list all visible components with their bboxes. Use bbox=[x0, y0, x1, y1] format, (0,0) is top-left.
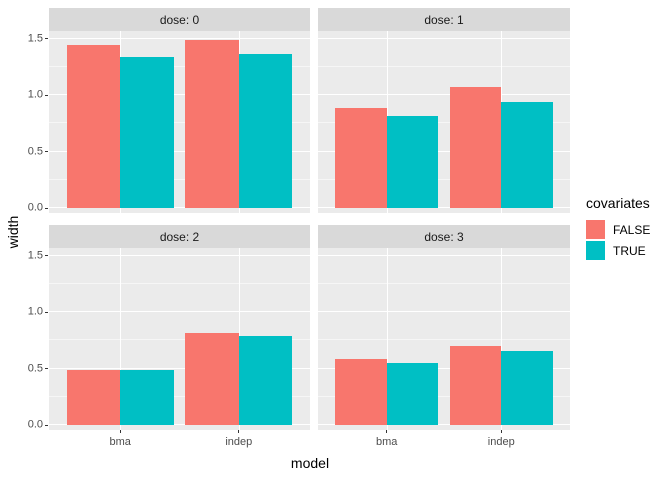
gridline-minor bbox=[49, 66, 310, 68]
y-tick-mark bbox=[45, 255, 48, 257]
y-tick-mark bbox=[45, 311, 48, 313]
gridline-major bbox=[318, 254, 570, 256]
legend-entry: FALSE bbox=[586, 220, 650, 239]
gridline-major bbox=[49, 207, 310, 208]
legend-entries: FALSE TRUE bbox=[586, 220, 650, 260]
gridline-major bbox=[49, 150, 310, 152]
y-tick-label: 0.5 bbox=[27, 362, 43, 375]
bar-true-bma bbox=[120, 57, 174, 208]
legend-entry: TRUE bbox=[586, 241, 650, 260]
bar-false-bma bbox=[335, 359, 387, 425]
y-tick-label: 1.0 bbox=[27, 305, 43, 318]
x-axis-title: model bbox=[290, 455, 330, 471]
x-tick-mark bbox=[500, 430, 502, 433]
legend-label: FALSE bbox=[613, 222, 651, 237]
x-tick-label: indep bbox=[487, 436, 515, 448]
legend-swatch-false bbox=[586, 220, 605, 239]
bar-true-bma bbox=[386, 116, 439, 208]
gridline-major bbox=[49, 424, 310, 425]
y-tick-mark bbox=[45, 38, 48, 40]
gridline-vertical bbox=[386, 248, 388, 430]
y-tick-label: 0.0 bbox=[27, 418, 43, 431]
y-axis-title: width bbox=[5, 215, 21, 249]
gridline-minor bbox=[318, 339, 570, 341]
bar-false-indep bbox=[449, 346, 502, 425]
gridline-major bbox=[318, 367, 570, 369]
y-tick-mark bbox=[45, 94, 48, 96]
gridline-major bbox=[318, 150, 570, 152]
gridline-minor bbox=[318, 122, 570, 124]
facet-panel bbox=[318, 248, 570, 430]
gridline-minor bbox=[318, 395, 570, 397]
y-tick-mark bbox=[45, 368, 48, 370]
y-tick-label: 1.5 bbox=[27, 32, 43, 45]
gridline-major bbox=[49, 311, 310, 313]
bar-true-indep bbox=[238, 54, 293, 208]
y-tick-label: 0.5 bbox=[27, 145, 43, 158]
facet-strip: dose: 1 bbox=[318, 8, 570, 31]
facet-strip: dose: 2 bbox=[49, 225, 310, 248]
gridline-major bbox=[318, 311, 570, 313]
bar-false-bma bbox=[335, 108, 387, 208]
gridline-major bbox=[49, 367, 310, 369]
gridline-minor bbox=[318, 283, 570, 285]
y-tick-mark bbox=[45, 207, 48, 209]
legend-swatch-true bbox=[586, 241, 605, 260]
y-tick-mark bbox=[45, 151, 48, 153]
gridline-minor bbox=[49, 122, 310, 124]
y-tick-label: 1.0 bbox=[27, 88, 43, 101]
bar-true-indep bbox=[238, 336, 293, 425]
gridline-vertical bbox=[501, 248, 503, 430]
y-tick-label: 0.0 bbox=[27, 201, 43, 214]
gridline-major bbox=[318, 94, 570, 96]
x-tick-mark bbox=[119, 430, 121, 433]
x-tick-label: bma bbox=[109, 436, 131, 448]
gridline-minor bbox=[49, 395, 310, 397]
bar-false-indep bbox=[449, 87, 502, 208]
bar-false-indep bbox=[185, 333, 239, 425]
gridline-major bbox=[49, 254, 310, 256]
facet-panel bbox=[49, 248, 310, 430]
bar-false-indep bbox=[185, 40, 239, 208]
y-tick-mark bbox=[45, 424, 48, 426]
gridline-minor bbox=[318, 66, 570, 68]
legend-title: covariates bbox=[586, 195, 650, 211]
facet-strip: dose: 3 bbox=[318, 225, 570, 248]
gridline-minor bbox=[318, 178, 570, 180]
bar-true-indep bbox=[501, 102, 553, 208]
x-tick-label: indep bbox=[225, 436, 253, 448]
gridline-major bbox=[318, 207, 570, 208]
legend-label: TRUE bbox=[613, 243, 646, 258]
gridline-vertical bbox=[120, 248, 122, 430]
gridline-minor bbox=[49, 339, 310, 341]
gridline-minor bbox=[49, 178, 310, 180]
facet-strip: dose: 0 bbox=[49, 8, 310, 31]
gridline-major bbox=[318, 424, 570, 425]
bar-true-bma bbox=[120, 370, 174, 425]
bar-false-bma bbox=[66, 370, 121, 425]
y-tick-label: 1.5 bbox=[27, 249, 43, 262]
bar-true-indep bbox=[501, 351, 553, 425]
x-tick-label: bma bbox=[376, 436, 398, 448]
bar-true-bma bbox=[386, 363, 439, 425]
gridline-major bbox=[49, 94, 310, 96]
gridline-major bbox=[49, 37, 310, 39]
facet-panel bbox=[318, 31, 570, 213]
bar-false-bma bbox=[66, 45, 121, 208]
x-tick-mark bbox=[386, 430, 388, 433]
gridline-minor bbox=[49, 283, 310, 285]
x-tick-mark bbox=[238, 430, 240, 433]
legend: covariates FALSE TRUE bbox=[586, 196, 650, 262]
gridline-major bbox=[318, 37, 570, 39]
facet-panel bbox=[49, 31, 310, 213]
